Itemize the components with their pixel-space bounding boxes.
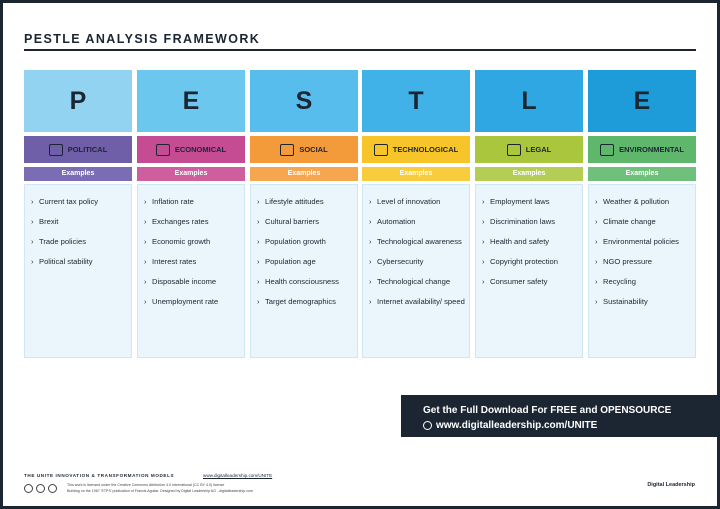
examples-bar: Examples xyxy=(24,167,132,181)
example-item: Political stability xyxy=(31,257,127,277)
brand: Digital Leadership xyxy=(647,482,695,488)
category-label: ECONOMICAL xyxy=(174,145,227,154)
category-icon xyxy=(373,143,388,156)
example-item: Consumer safety xyxy=(482,277,578,297)
example-item: Exchanges rates xyxy=(144,217,240,237)
example-item: Health consciousness xyxy=(257,277,353,297)
category-header: POLITICAL xyxy=(24,136,132,163)
letter-block: S xyxy=(250,70,358,132)
license-text: This work is licensed under the Creative… xyxy=(67,483,225,487)
category-label: ENVIRONMENTAL xyxy=(619,145,684,154)
example-item: Discrimination laws xyxy=(482,217,578,237)
example-item: Copyright protection xyxy=(482,257,578,277)
example-item: Health and safety xyxy=(482,237,578,257)
footer-models: THE UNITE INNOVATION & TRANSFORMATION MO… xyxy=(24,473,175,478)
example-item: Inflation rate xyxy=(144,197,240,217)
footer-url[interactable]: www.digitalleadership.com/UNITE xyxy=(203,473,273,478)
example-item: Disposable income xyxy=(144,277,240,297)
example-item: Environmental policies xyxy=(595,237,691,257)
letter-block: E xyxy=(137,70,245,132)
banner-link[interactable]: www.digitalleadership.com/UNITE xyxy=(423,420,597,431)
category-header: LEGAL xyxy=(475,136,583,163)
cc-icon xyxy=(36,484,45,493)
examples-bar: Examples xyxy=(137,167,245,181)
category-label: POLITICAL xyxy=(67,145,108,154)
example-item: Cultural barriers xyxy=(257,217,353,237)
examples-list: Current tax policyBrexitTrade policiesPo… xyxy=(24,184,132,358)
examples-list: Employment lawsDiscrimination lawsHealth… xyxy=(475,184,583,358)
example-item: Recycling xyxy=(595,277,691,297)
examples-bar: Examples xyxy=(362,167,470,181)
examples-bar: Examples xyxy=(475,167,583,181)
example-item: Cybersecurity xyxy=(369,257,465,277)
cc-icon xyxy=(48,484,57,493)
example-item: Level of innovation xyxy=(369,197,465,217)
examples-list: Inflation rateExchanges ratesEconomic gr… xyxy=(137,184,245,358)
category-icon xyxy=(600,143,615,156)
pestle-column: T TECHNOLOGICAL Examples Level of innovatio… xyxy=(362,70,470,358)
example-item: Target demographics xyxy=(257,297,353,317)
example-item: Economic growth xyxy=(144,237,240,257)
pestle-column: L LEGAL Examples Employment lawsDiscriminat… xyxy=(475,70,583,358)
example-item: Employment laws xyxy=(482,197,578,217)
example-item: Interest rates xyxy=(144,257,240,277)
category-label: SOCIAL xyxy=(299,145,328,154)
examples-list: Weather & pollutionClimate changeEnviron… xyxy=(588,184,696,358)
example-item: Brexit xyxy=(31,217,127,237)
banner-text: Get the Full Download For FREE and OPENS… xyxy=(423,405,672,416)
example-item: Climate change xyxy=(595,217,691,237)
letter-block: E xyxy=(588,70,696,132)
example-item: Automation xyxy=(369,217,465,237)
category-header: ECONOMICAL xyxy=(137,136,245,163)
category-label: TECHNOLOGICAL xyxy=(392,145,459,154)
example-item: Internet availability/ speed xyxy=(369,297,465,317)
category-icon xyxy=(506,143,521,156)
pestle-column: E ENVIRONMENTAL Examples Weather & pollutio… xyxy=(588,70,696,358)
example-item: Lifestyle attitudes xyxy=(257,197,353,217)
example-item: Trade policies xyxy=(31,237,127,257)
example-item: Population age xyxy=(257,257,353,277)
letter-block: P xyxy=(24,70,132,132)
download-banner[interactable]: Get the Full Download For FREE and OPENS… xyxy=(401,395,717,437)
example-item: Technological awareness xyxy=(369,237,465,257)
title: PESTLE ANALYSIS FRAMEWORK xyxy=(24,32,261,46)
examples-list: Lifestyle attitudesCultural barriersPopu… xyxy=(250,184,358,358)
license-text: Building on the 1967 'ETPS' publication … xyxy=(67,489,253,493)
arrow-icon xyxy=(423,421,432,430)
example-item: Technological change xyxy=(369,277,465,297)
letter-block: T xyxy=(362,70,470,132)
example-item: NGO pressure xyxy=(595,257,691,277)
example-item: Unemployment rate xyxy=(144,297,240,317)
category-header: SOCIAL xyxy=(250,136,358,163)
example-item: Weather & pollution xyxy=(595,197,691,217)
example-item: Sustainability xyxy=(595,297,691,317)
category-icon xyxy=(155,143,170,156)
pestle-column: P POLITICAL Examples Current tax policyBrex… xyxy=(24,70,132,358)
examples-bar: Examples xyxy=(588,167,696,181)
category-header: ENVIRONMENTAL xyxy=(588,136,696,163)
title-rule xyxy=(24,49,696,51)
category-icon xyxy=(280,143,295,156)
category-label: LEGAL xyxy=(525,145,552,154)
example-item: Population growth xyxy=(257,237,353,257)
pestle-column: S SOCIAL Examples Lifestyle attitudesCultur… xyxy=(250,70,358,358)
example-item: Current tax policy xyxy=(31,197,127,217)
banner-url[interactable]: www.digitalleadership.com/UNITE xyxy=(436,420,598,431)
pestle-column: E ECONOMICAL Examples Inflation rateExchang… xyxy=(137,70,245,358)
category-icon xyxy=(48,143,63,156)
examples-bar: Examples xyxy=(250,167,358,181)
category-header: TECHNOLOGICAL xyxy=(362,136,470,163)
cc-icon xyxy=(24,484,33,493)
examples-list: Level of innovationAutomationTechnologic… xyxy=(362,184,470,358)
letter-block: L xyxy=(475,70,583,132)
